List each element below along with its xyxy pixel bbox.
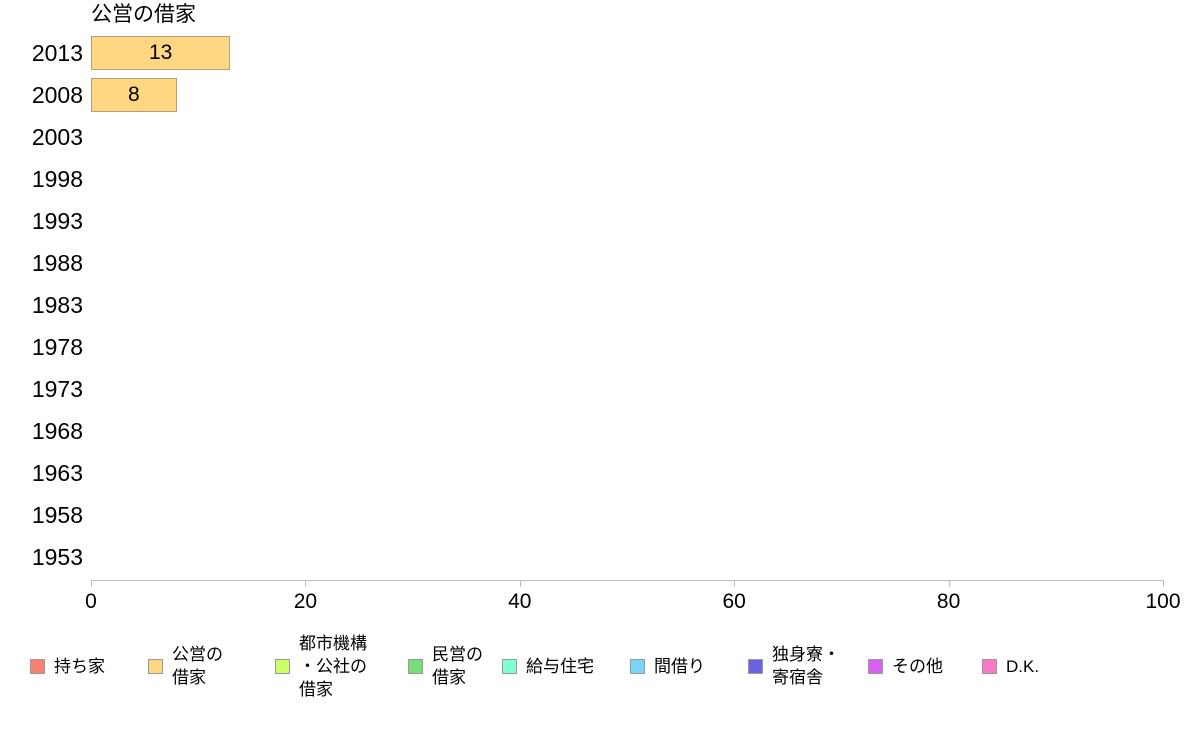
bar-row-1968 — [91, 410, 1163, 452]
legend-label-5: 間借り — [654, 656, 705, 676]
legend-swatch-icon-8 — [982, 658, 997, 674]
y-axis-label-1988: 1988 — [31, 250, 83, 276]
legend-item-3[interactable]: 民営の 借家 — [408, 626, 483, 706]
chart-title: 公営の借家 — [91, 3, 196, 26]
legend-item-6[interactable]: 独身寮・ 寄宿舎 — [748, 626, 840, 706]
bar-row-1998 — [91, 158, 1163, 200]
y-axis-label-1978: 1978 — [31, 334, 83, 360]
x-axis-line — [91, 580, 1163, 581]
legend-swatch-icon-4 — [502, 658, 517, 674]
legend-swatch-icon-6 — [748, 658, 763, 674]
legend-label-1: 公営の 借家 — [172, 645, 223, 687]
legend-label-6: 独身寮・ 寄宿舎 — [772, 645, 840, 687]
legend-swatch-icon-1 — [148, 658, 163, 674]
legend-swatch-icon-5 — [630, 658, 645, 674]
x-tick-label-40: 40 — [508, 590, 532, 613]
plot-area: 13 8 — [91, 32, 1163, 580]
legend-swatch-icon-2 — [275, 658, 290, 674]
x-tick-label-100: 100 — [1145, 590, 1181, 613]
bar-row-1993 — [91, 200, 1163, 242]
bar-row-1983 — [91, 284, 1163, 326]
x-tick-0 — [91, 580, 92, 587]
x-tick-label-0: 0 — [85, 590, 97, 613]
chart-legend: 持ち家 公営の 借家 都市機構 ・公社の 借家 民営の 借家 給与住宅 間借り 独身寮・ 寄… — [30, 626, 1170, 706]
legend-item-7[interactable]: その他 — [868, 626, 943, 706]
y-axis-label-1968: 1968 — [31, 418, 83, 444]
y-axis-label-1983: 1983 — [31, 292, 83, 318]
x-tick-100 — [1163, 580, 1164, 587]
y-axis-label-2008: 2008 — [31, 82, 83, 108]
x-tick-40 — [519, 580, 521, 587]
bar-row-2013: 13 — [91, 32, 1163, 74]
y-axis-label-1993: 1993 — [31, 208, 83, 234]
y-axis-label-1998: 1998 — [31, 166, 83, 192]
y-axis-label-1953: 1953 — [31, 544, 83, 570]
x-tick-label-20: 20 — [293, 590, 318, 613]
legend-swatch-icon-0 — [30, 658, 45, 674]
bar-row-1963 — [91, 452, 1163, 494]
bar-2013[interactable] — [91, 36, 231, 70]
bar-row-1953 — [91, 536, 1163, 578]
legend-item-5[interactable]: 間借り — [630, 626, 705, 706]
legend-item-1[interactable]: 公営の 借家 — [148, 626, 223, 706]
bar-row-1988 — [91, 242, 1163, 284]
legend-item-0[interactable]: 持ち家 — [30, 626, 105, 706]
y-axis-label-1963: 1963 — [31, 460, 83, 486]
y-axis-label-2003: 2003 — [31, 124, 83, 150]
legend-label-7: その他 — [892, 656, 943, 676]
legend-label-8: D.K. — [1006, 656, 1040, 676]
bar-row-1978 — [91, 326, 1163, 368]
x-tick-label-60: 60 — [722, 590, 746, 613]
legend-label-0: 持ち家 — [54, 656, 105, 676]
x-tick-60 — [734, 580, 736, 587]
bar-row-2003 — [91, 116, 1163, 158]
legend-label-2: 都市機構 ・公社の 借家 — [299, 633, 367, 699]
legend-swatch-icon-7 — [868, 658, 883, 674]
bar-2008[interactable] — [91, 78, 177, 112]
bar-row-1973 — [91, 368, 1163, 410]
legend-item-4[interactable]: 給与住宅 — [502, 626, 594, 706]
legend-swatch-icon-3 — [408, 658, 423, 674]
y-axis-label-1973: 1973 — [31, 376, 83, 402]
legend-item-2[interactable]: 都市機構 ・公社の 借家 — [275, 626, 367, 706]
y-axis-label-1958: 1958 — [31, 502, 83, 528]
legend-item-8[interactable]: D.K. — [982, 626, 1039, 706]
legend-label-4: 給与住宅 — [526, 656, 594, 676]
y-axis-label-2013: 2013 — [31, 40, 83, 66]
x-tick-label-80: 80 — [936, 590, 961, 613]
legend-label-3: 民営の 借家 — [432, 645, 483, 687]
x-tick-80 — [948, 580, 950, 587]
bar-row-2008: 8 — [91, 74, 1163, 116]
bar-row-1958 — [91, 494, 1163, 536]
x-tick-20 — [305, 580, 307, 587]
